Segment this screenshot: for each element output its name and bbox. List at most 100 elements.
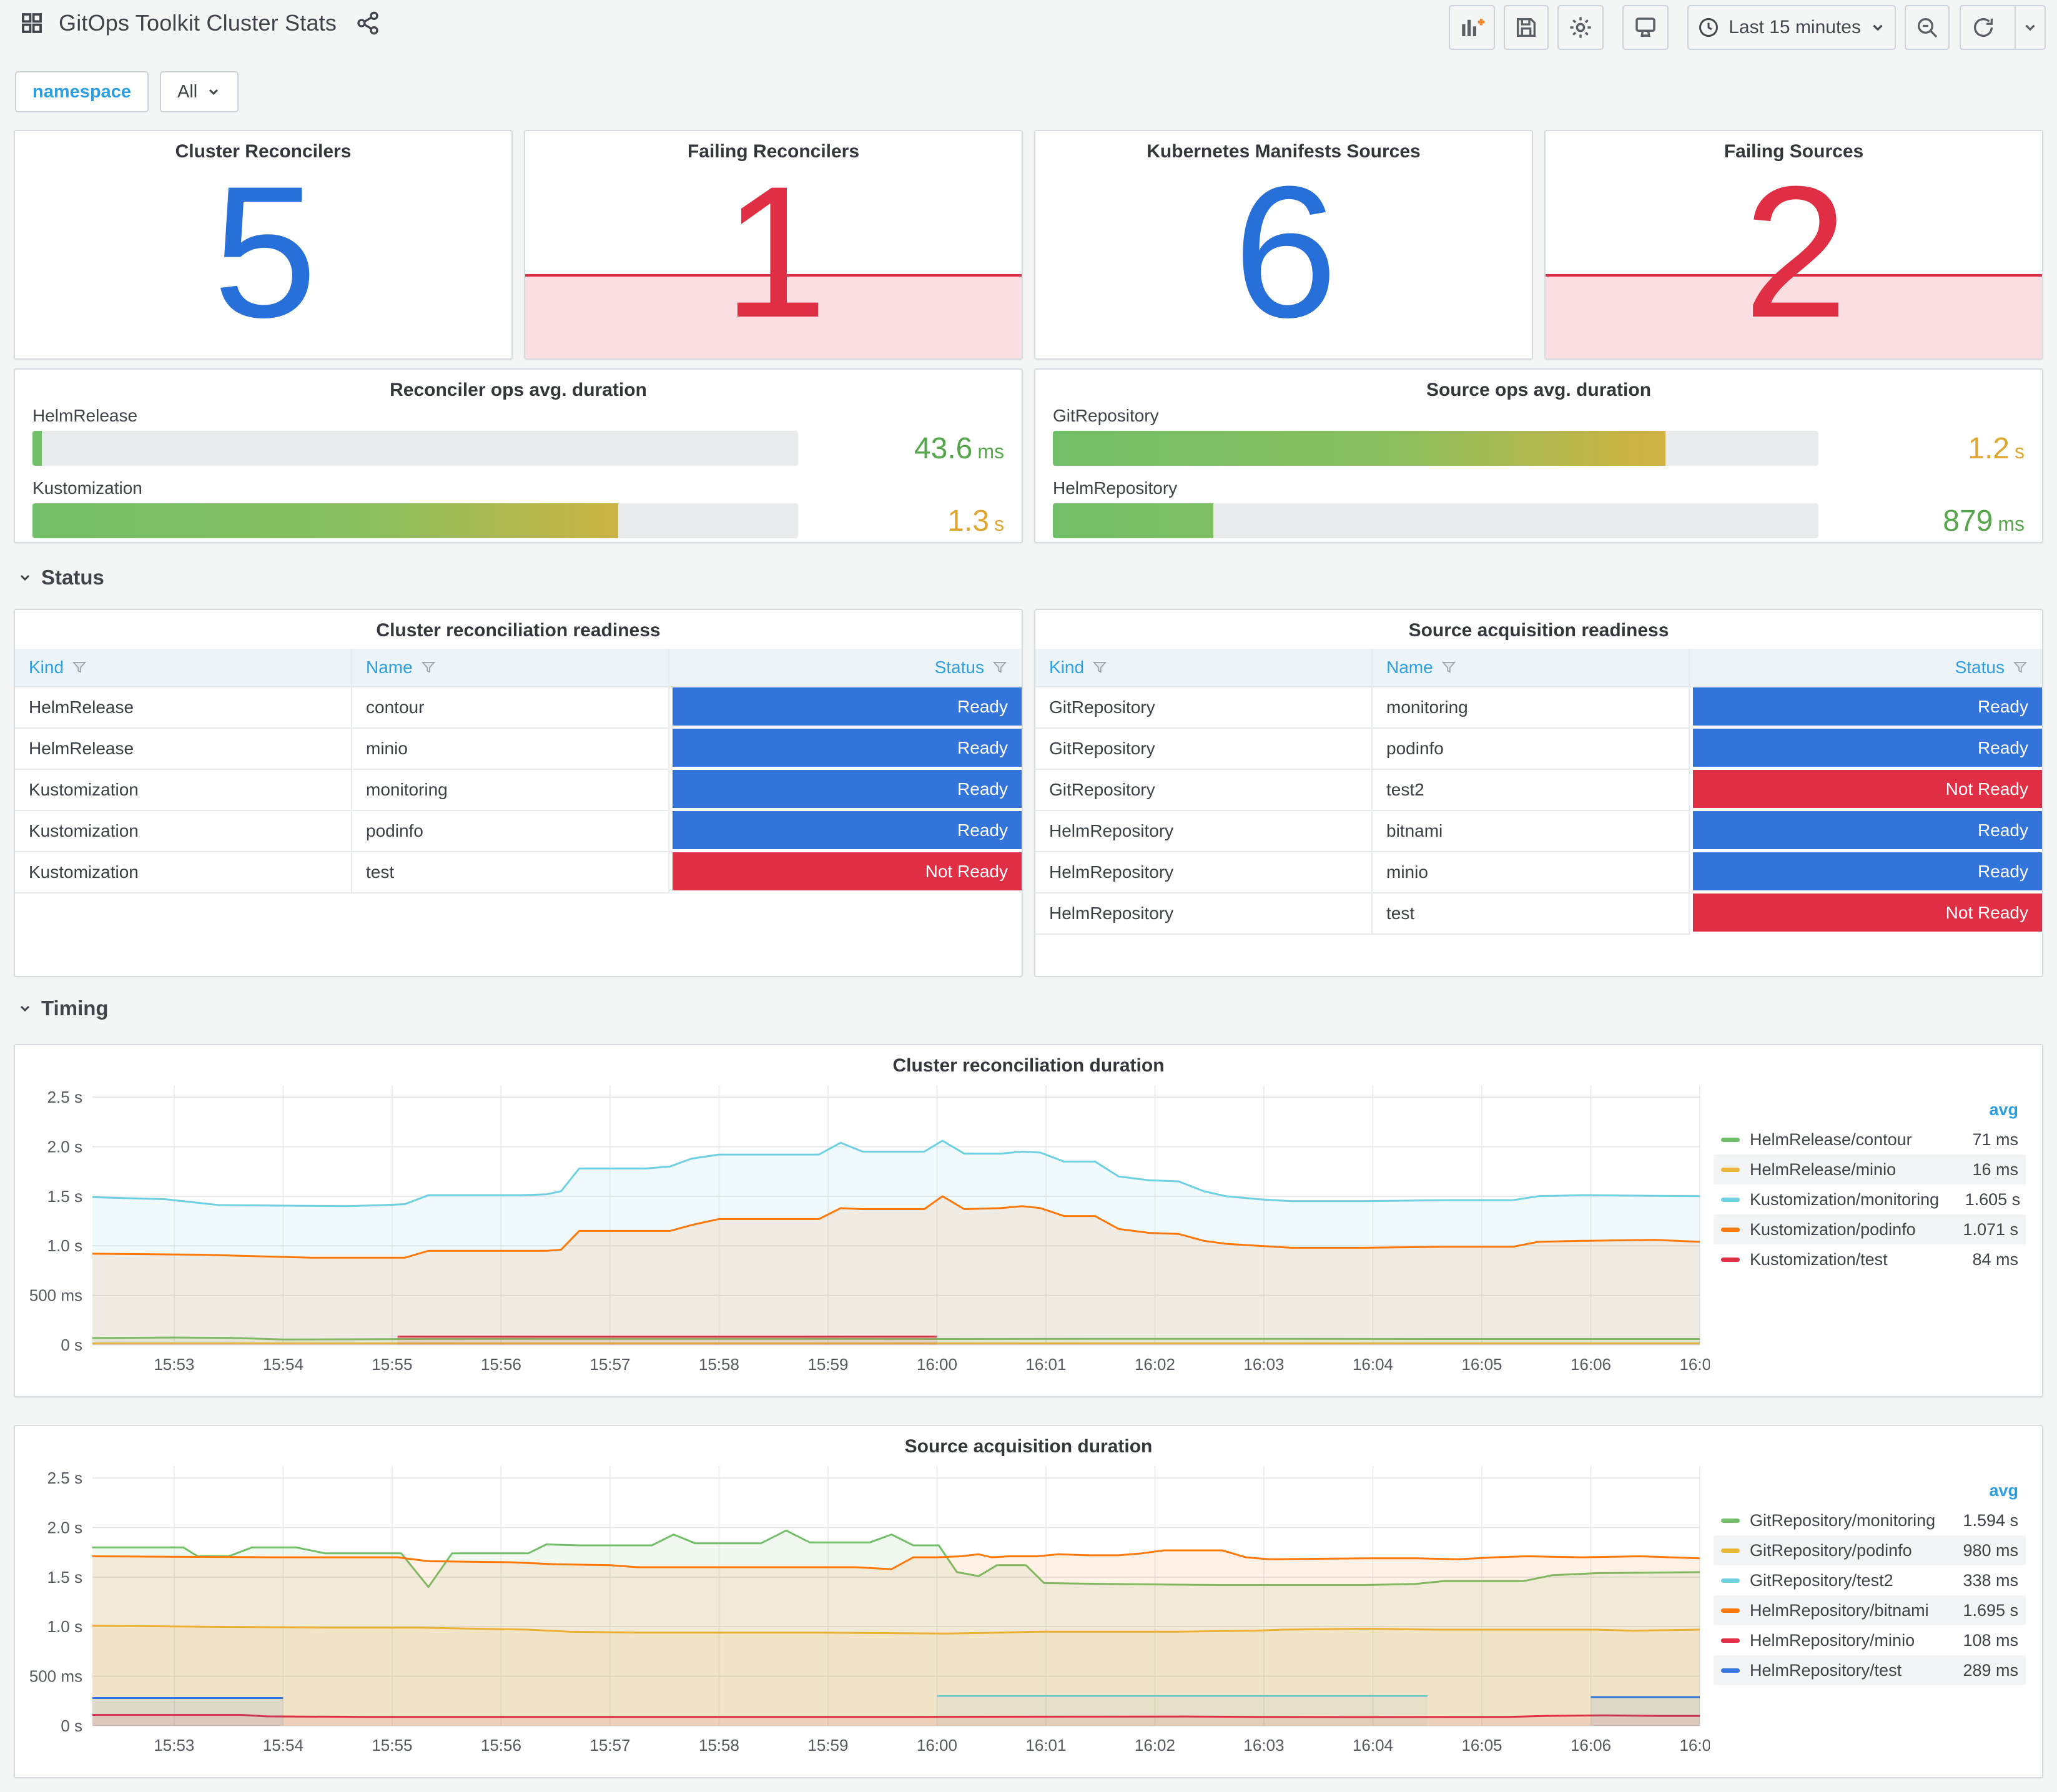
status-badge: Ready — [672, 770, 1022, 808]
save-dashboard-button[interactable] — [1504, 5, 1549, 50]
svg-text:1.0 s: 1.0 s — [47, 1236, 82, 1255]
gauge-value-number: 1.3 — [947, 504, 989, 538]
time-range-picker[interactable]: Last 15 minutes — [1687, 5, 1896, 50]
legend-series-name[interactable]: Kustomization/podinfo — [1750, 1219, 1916, 1239]
share-icon[interactable] — [355, 11, 380, 36]
cell-name: bitnami — [1373, 811, 1690, 852]
legend-series-avg: 16 ms — [1972, 1159, 2018, 1179]
filter-funnel-icon[interactable] — [2012, 659, 2028, 676]
add-panel-button[interactable] — [1449, 5, 1496, 50]
variable-namespace-label[interactable]: namespace — [15, 71, 149, 112]
cell-kind: HelmRepository — [1035, 852, 1373, 894]
column-header-label: Name — [1386, 657, 1433, 677]
legend-row: GitRepository/monitoring 1.594 s — [1714, 1505, 2026, 1535]
variable-namespace-value-dropdown[interactable]: All — [160, 71, 239, 112]
filter-funnel-icon[interactable] — [1092, 659, 1108, 676]
svg-text:500 ms: 500 ms — [29, 1286, 82, 1305]
status-badge: Ready — [672, 811, 1022, 849]
legend-series-name[interactable]: Kustomization/monitoring — [1750, 1189, 1940, 1209]
readiness-table-panel: Source acquisition readiness Kind Name Stat… — [1034, 609, 2043, 977]
readiness-table: Kind Name Status GitRepository monitoring Rea… — [1035, 649, 2042, 935]
settings-button[interactable] — [1557, 5, 1604, 50]
legend-series-swatch — [1721, 1578, 1740, 1583]
cell-name: monitoring — [1373, 687, 1690, 729]
cell-name: minio — [1373, 852, 1690, 894]
refresh-interval-dropdown[interactable] — [2015, 6, 2045, 49]
series-fill — [92, 1530, 1700, 1726]
section-status[interactable]: Status — [17, 566, 104, 589]
svg-text:16:02: 16:02 — [1135, 1355, 1175, 1374]
panel-title[interactable]: Cluster reconciliation readiness — [376, 620, 661, 641]
gauge-bar-value: 1.2 s — [1818, 431, 2025, 466]
filter-funnel-icon[interactable] — [71, 659, 87, 676]
cell-kind: GitRepository — [1035, 770, 1373, 811]
panel-title[interactable]: Failing Reconcilers — [687, 141, 860, 162]
legend-series-swatch — [1721, 1227, 1740, 1232]
legend-series-name[interactable]: GitRepository/test2 — [1750, 1570, 1893, 1590]
gauge-value-unit: s — [2015, 440, 2025, 463]
zoom-out-button[interactable] — [1905, 5, 1950, 50]
legend-series-swatch — [1721, 1167, 1740, 1172]
stat-value: 5 — [213, 146, 317, 357]
chevron-down-icon — [20, 574, 30, 581]
legend-series-name[interactable]: HelmRepository/bitnami — [1750, 1600, 1929, 1620]
panel-title[interactable]: Source acquisition readiness — [1408, 620, 1669, 641]
chevron-down-icon — [20, 1005, 30, 1012]
panel-title[interactable]: Cluster Reconcilers — [175, 141, 352, 162]
panel-title[interactable]: Cluster reconciliation duration — [892, 1055, 1165, 1076]
panel-title[interactable]: Failing Sources — [1724, 141, 1864, 162]
legend-series-name[interactable]: Kustomization/test — [1750, 1249, 1888, 1269]
filter-funnel-icon[interactable] — [420, 659, 437, 676]
legend-series-name[interactable]: HelmRepository/test — [1750, 1660, 1902, 1680]
refresh-button[interactable] — [1961, 6, 2006, 49]
cell-kind: HelmRelease — [15, 729, 353, 770]
svg-text:15:59: 15:59 — [807, 1355, 848, 1374]
legend-series-name[interactable]: HelmRepository/minio — [1750, 1630, 1915, 1650]
panel-title[interactable]: Reconciler ops avg. duration — [390, 380, 647, 400]
gauge-bar-track — [32, 431, 798, 466]
svg-text:15:55: 15:55 — [372, 1355, 412, 1374]
panel-title[interactable]: Source acquisition duration — [904, 1436, 1153, 1457]
tv-mode-button[interactable] — [1622, 5, 1669, 50]
cell-kind: HelmRepository — [1035, 894, 1373, 935]
legend-series-name[interactable]: GitRepository/monitoring — [1750, 1510, 1936, 1530]
legend-avg-header[interactable]: avg — [1989, 1481, 2018, 1500]
section-timing[interactable]: Timing — [17, 997, 109, 1020]
svg-text:16:01: 16:01 — [1025, 1736, 1066, 1755]
column-header-status[interactable]: Status — [1689, 649, 2042, 687]
svg-text:15:56: 15:56 — [481, 1736, 521, 1755]
gauge-bar-track — [1053, 431, 1818, 466]
column-header-status[interactable]: Status — [669, 649, 1022, 687]
panel-title[interactable]: Kubernetes Manifests Sources — [1147, 141, 1421, 162]
legend-series-name[interactable]: GitRepository/podinfo — [1750, 1540, 1912, 1560]
gauge-bar-row: HelmRelease 43.6 ms — [32, 406, 1004, 466]
legend-series-avg: 71 ms — [1972, 1130, 2018, 1149]
status-badge: Not Ready — [672, 852, 1022, 890]
column-header-name[interactable]: Name — [1373, 649, 1690, 687]
filter-funnel-icon[interactable] — [1441, 659, 1457, 676]
series-fill — [92, 1550, 1700, 1726]
status-badge: Ready — [1692, 729, 2042, 767]
svg-text:16:01: 16:01 — [1025, 1355, 1066, 1374]
column-header-name[interactable]: Name — [352, 649, 669, 687]
panel-title[interactable]: Source ops avg. duration — [1426, 380, 1652, 400]
legend-series-avg: 980 ms — [1963, 1540, 2018, 1560]
gauge-body: GitRepository 1.2 s HelmRepository 879 ms — [1053, 406, 2025, 538]
svg-text:16:00: 16:00 — [917, 1355, 957, 1374]
cell-name: contour — [352, 687, 669, 729]
legend-avg-header[interactable]: avg — [1989, 1100, 2018, 1119]
timeseries-panel: Source acquisition duration 0 s 500 ms 1.0 … — [14, 1425, 2043, 1778]
stat-panel: Kubernetes Manifests Sources 6 — [1034, 130, 1533, 360]
readiness-table-panel: Cluster reconciliation readiness Kind Name… — [14, 609, 1023, 977]
column-header-kind[interactable]: Kind — [1035, 649, 1373, 687]
gauge-body: HelmRelease 43.6 ms Kustomization 1.3 s — [32, 406, 1004, 538]
dashboard-grid-icon[interactable] — [19, 10, 45, 36]
legend-series-name[interactable]: HelmRelease/contour — [1750, 1130, 1912, 1149]
legend-series-avg: 84 ms — [1972, 1249, 2018, 1269]
stat-panel: Failing Sources 2 — [1544, 130, 2043, 360]
section-status-label: Status — [41, 566, 104, 589]
legend-series-name[interactable]: HelmRelease/minio — [1750, 1159, 1897, 1179]
timeseries-svg: 0 s 500 ms 1.0 s 1.5 s 2.0 s 2.5 s 15:53 15:54 1… — [29, 1085, 1720, 1374]
column-header-kind[interactable]: Kind — [15, 649, 353, 687]
filter-funnel-icon[interactable] — [992, 659, 1008, 676]
